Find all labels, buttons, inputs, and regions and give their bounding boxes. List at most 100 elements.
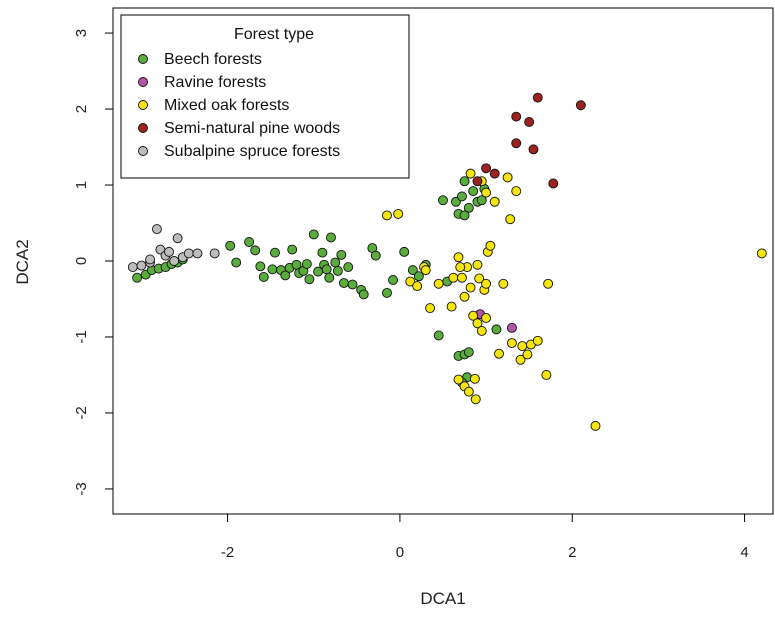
point-mixed-oak-forests [468,310,479,321]
point-mixed-oak-forests [489,196,500,207]
point-subalpine-spruce-forests [183,248,194,259]
point-subalpine-spruce-forests [127,262,138,273]
point-mixed-oak-forests [532,335,543,346]
point-beech-forests [463,202,474,213]
point-beech-forests [388,275,398,285]
point-semi-natural-pine-woods [481,163,492,174]
point-mixed-oak-forests [448,272,459,283]
point-beech-forests [438,195,448,206]
x-tick-label: -2 [221,544,234,561]
y-tick-label: 0 [73,257,90,265]
point-mixed-oak-forests [481,313,492,323]
point-mixed-oak-forests [756,248,767,259]
point-beech-forests [358,289,369,300]
point-beech-forests [347,279,358,290]
point-mixed-oak-forests [465,282,476,293]
point-mixed-oak-forests [453,252,464,263]
point-beech-forests [457,191,467,202]
point-beech-forests [317,247,328,258]
point-mixed-oak-forests [481,187,492,198]
x-tick-label: 4 [740,544,748,561]
point-mixed-oak-forests [420,265,431,276]
legend-label: Subalpine spruce forests [164,143,340,160]
point-semi-natural-pine-woods [489,168,500,179]
point-mixed-oak-forests [515,354,526,365]
point-subalpine-spruce-forests [145,254,155,265]
point-mixed-oak-forests [393,208,404,219]
point-beech-forests [326,232,336,243]
y-axis: -3 -2 -1 0 1 2 3 [73,29,113,496]
point-mixed-oak-forests [506,338,517,349]
point-mixed-oak-forests [481,278,492,289]
point-subalpine-spruce-forests [164,246,174,257]
point-mixed-oak-forests [485,240,496,251]
point-mixed-oak-forests [412,281,423,292]
legend-items: Beech forests Ravine forests Mixed oak for… [138,51,340,160]
point-mixed-oak-forests [511,186,522,197]
point-subalpine-spruce-forests [151,224,162,235]
point-mixed-oak-forests [498,278,509,289]
y-tick-label: 3 [73,29,90,37]
point-mixed-oak-forests [465,168,476,179]
point-mixed-oak-forests [505,214,516,225]
point-mixed-oak-forests [457,272,467,283]
point-semi-natural-pine-woods [511,111,522,122]
point-mixed-oak-forests [382,210,392,221]
point-semi-natural-pine-woods [532,92,543,103]
point-subalpine-spruce-forests [136,260,147,271]
point-beech-forests [413,271,424,282]
point-beech-forests [343,262,354,273]
point-mixed-oak-forests [494,348,504,359]
point-beech-forests [250,245,261,256]
point-mixed-oak-forests [472,318,483,329]
point-beech-forests [231,257,242,268]
point-mixed-oak-forests [470,394,481,405]
point-beech-forests [324,272,335,283]
point-beech-forests [382,287,392,298]
point-mixed-oak-forests [541,370,552,380]
point-beech-forests [287,244,298,255]
point-subalpine-spruce-forests [169,256,180,266]
legend-box [120,14,410,179]
point-beech-forests [244,237,255,247]
x-tick-label: 0 [396,544,404,561]
point-mixed-oak-forests [459,291,470,302]
x-axis-title: DCA1 [420,589,465,608]
point-beech-forests [308,229,319,240]
point-beech-forests [459,210,470,221]
point-mixed-oak-forests [455,262,466,273]
point-beech-forests [304,274,315,285]
point-mixed-oak-forests [502,172,513,183]
point-subalpine-spruce-forests [209,248,220,259]
point-beech-forests [258,272,269,282]
point-beech-forests [332,265,343,276]
point-beech-forests [255,261,266,272]
legend-title: Forest type [234,26,314,43]
point-beech-forests [459,176,470,187]
legend: Forest type Beech forests Ravine forests M… [120,14,410,179]
legend-marker [138,77,148,87]
point-subalpine-spruce-forests [172,233,183,244]
legend-label: Semi-natural pine woods [164,120,340,137]
point-beech-forests [321,264,332,275]
y-tick-label: 2 [73,105,90,113]
legend-marker [138,123,148,133]
point-beech-forests [407,265,418,276]
legend-marker [138,146,148,156]
scatter-points [127,92,767,431]
point-beech-forests [336,249,347,260]
point-mixed-oak-forests [433,278,444,289]
point-beech-forests [225,240,236,251]
point-beech-forests [338,278,349,288]
point-beech-forests [267,264,278,275]
legend-label: Beech forests [164,51,262,68]
point-subalpine-spruce-forests [192,248,203,259]
y-tick-label: 1 [73,181,90,189]
point-mixed-oak-forests [476,325,487,336]
point-mixed-oak-forests [517,341,528,352]
point-mixed-oak-forests [405,276,416,287]
point-semi-natural-pine-woods [575,100,586,111]
legend-marker [138,100,148,110]
point-semi-natural-pine-woods [524,117,535,127]
